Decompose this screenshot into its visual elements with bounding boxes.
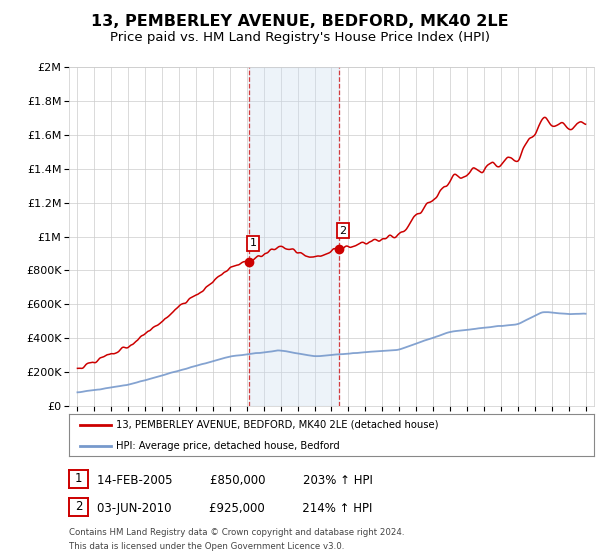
Text: HPI: Average price, detached house, Bedford: HPI: Average price, detached house, Bedf…: [116, 441, 340, 451]
Text: 1: 1: [75, 472, 82, 486]
Bar: [249, 67, 338, 406]
Text: 2: 2: [75, 500, 82, 514]
Text: 13, PEMBERLEY AVENUE, BEDFORD, MK40 2LE: 13, PEMBERLEY AVENUE, BEDFORD, MK40 2LE: [91, 14, 509, 29]
Text: 1: 1: [250, 239, 257, 249]
Text: 14-FEB-2005          £850,000          203% ↑ HPI: 14-FEB-2005 £850,000 203% ↑ HPI: [97, 474, 373, 487]
Text: 03-JUN-2010          £925,000          214% ↑ HPI: 03-JUN-2010 £925,000 214% ↑ HPI: [97, 502, 373, 515]
Text: 13, PEMBERLEY AVENUE, BEDFORD, MK40 2LE (detached house): 13, PEMBERLEY AVENUE, BEDFORD, MK40 2LE …: [116, 420, 439, 430]
Text: 2: 2: [339, 226, 346, 236]
Text: This data is licensed under the Open Government Licence v3.0.: This data is licensed under the Open Gov…: [69, 542, 344, 551]
Text: Price paid vs. HM Land Registry's House Price Index (HPI): Price paid vs. HM Land Registry's House …: [110, 31, 490, 44]
Text: Contains HM Land Registry data © Crown copyright and database right 2024.: Contains HM Land Registry data © Crown c…: [69, 528, 404, 536]
